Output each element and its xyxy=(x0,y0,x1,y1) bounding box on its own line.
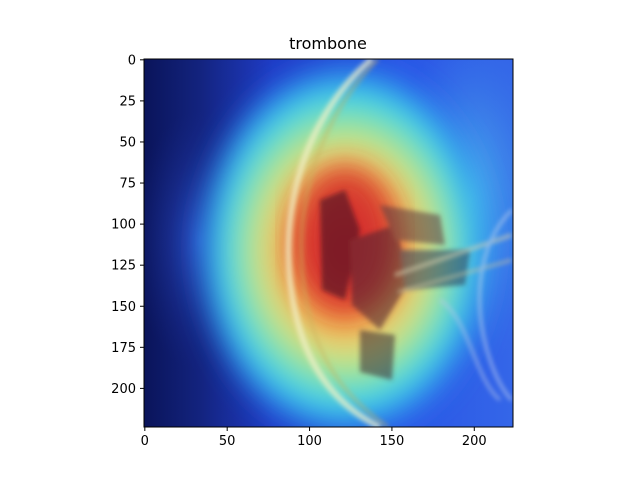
y-tick-label: 100 xyxy=(111,218,136,233)
plot-frame xyxy=(143,58,514,428)
trombone-bell-rim-inner xyxy=(300,59,389,427)
y-tick-label: 25 xyxy=(119,94,136,109)
x-tick-label: 50 xyxy=(219,434,236,449)
y-tick-label: 200 xyxy=(111,382,136,397)
x-tick-label: 0 xyxy=(141,434,149,449)
y-tick-label: 150 xyxy=(111,300,136,315)
trombone-bell-rim xyxy=(285,59,382,427)
x-tick-label: 150 xyxy=(380,434,405,449)
x-axis: 0 50 100 150 200 xyxy=(141,427,487,449)
trombone-slide xyxy=(394,208,513,402)
y-tick-label: 75 xyxy=(119,177,136,192)
y-tick-label: 175 xyxy=(111,341,136,356)
trombone-reflections xyxy=(320,190,470,380)
chart-title: trombone xyxy=(289,34,367,53)
heatmap-image xyxy=(144,59,513,427)
x-tick-label: 200 xyxy=(462,434,487,449)
x-tick-label: 100 xyxy=(297,434,322,449)
y-tick-label: 125 xyxy=(111,259,136,274)
y-tick-label: 50 xyxy=(119,135,136,150)
y-tick-label: 0 xyxy=(128,53,136,68)
y-axis: 0 25 50 75 100 125 150 175 200 xyxy=(111,53,144,397)
